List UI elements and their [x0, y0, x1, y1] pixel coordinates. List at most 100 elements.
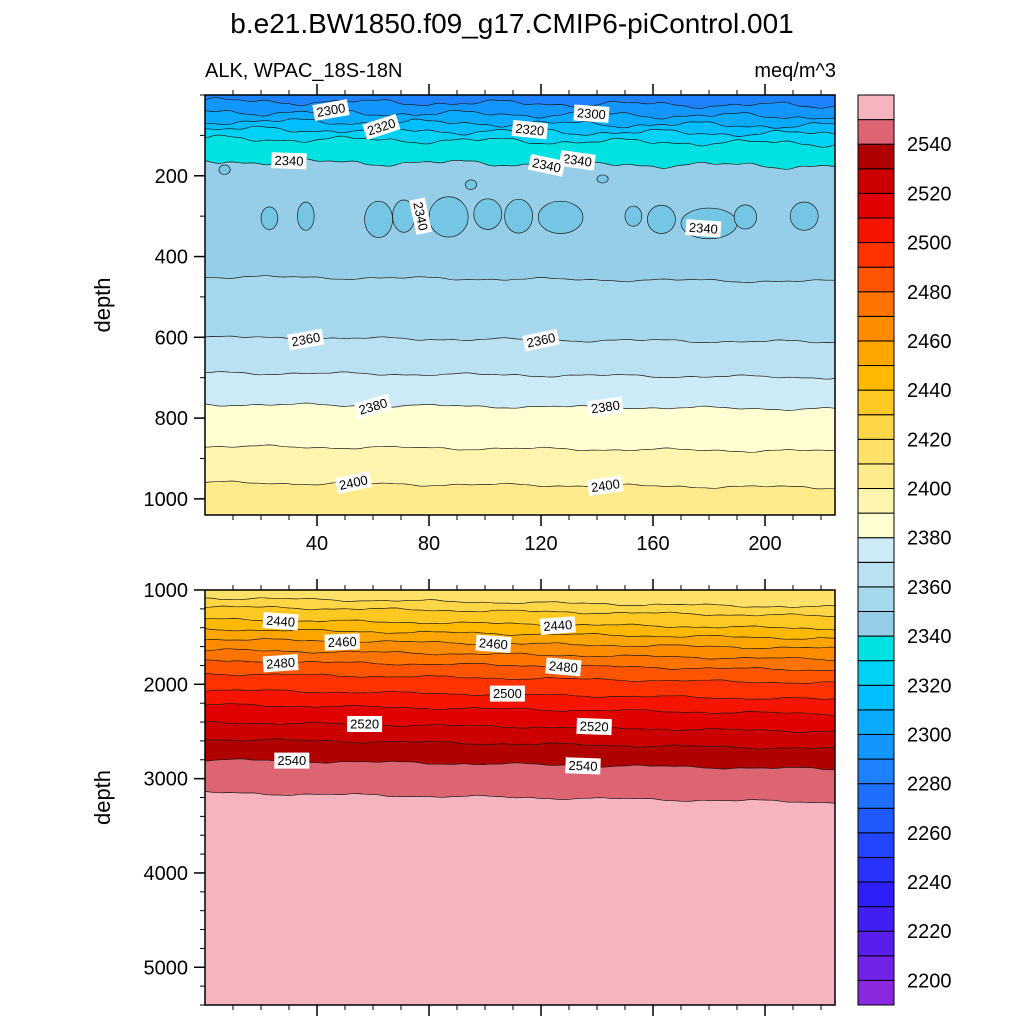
plot-title: b.e21.BW1850.f09_g17.CMIP6-piControl.001 — [230, 8, 794, 39]
colorbar-box — [857, 365, 895, 391]
contour-line — [205, 605, 835, 617]
colorbar-box — [857, 512, 895, 539]
colorbar-box — [857, 143, 895, 170]
contour-label: 2460 — [324, 633, 360, 651]
colorbar-box — [857, 192, 895, 219]
contour-label: 2480 — [262, 653, 299, 673]
colorbar-box — [857, 340, 895, 367]
closed-contour-blob — [428, 196, 469, 238]
contour-line — [205, 659, 835, 672]
colorbar-box — [857, 315, 895, 342]
svg-text:2340: 2340 — [274, 153, 303, 169]
closed-contour-blob — [733, 204, 757, 230]
x-tick-label: 120 — [524, 533, 557, 555]
colorbar-box — [857, 733, 895, 760]
colorbar-box — [857, 979, 895, 1006]
contour-label: 2460 — [475, 634, 512, 654]
colorbar-box — [857, 537, 895, 563]
colorbar-box — [857, 94, 895, 121]
contour-line — [205, 109, 835, 120]
colorbar-box — [857, 119, 895, 145]
contour-label: 2340 — [558, 149, 596, 171]
svg-text:2480: 2480 — [548, 658, 578, 675]
contour-label: 2400 — [586, 475, 624, 496]
x-tick-label: 160 — [636, 533, 669, 555]
colorbar: 2540 2520 2500 2480 2460 2440 2420 2400 2380 2360… — [857, 94, 952, 1006]
contour-line — [205, 720, 835, 733]
contour-line — [205, 597, 835, 608]
colorbar-box — [857, 783, 895, 809]
colorbar-box — [857, 930, 895, 957]
panel-border — [204, 94, 836, 516]
contour-label: 2360 — [287, 328, 325, 351]
contour-line — [205, 758, 835, 771]
svg-text:2460: 2460 — [327, 634, 356, 650]
colorbar-tick-label: 2320 — [907, 675, 952, 697]
colorbar-box — [857, 414, 895, 440]
contour-band — [205, 791, 835, 1005]
closed-contour-blob — [218, 164, 231, 175]
colorbar-box — [857, 586, 895, 612]
contour-label: 2540 — [274, 752, 310, 769]
svg-text:2340: 2340 — [562, 151, 593, 170]
svg-text:2520: 2520 — [579, 718, 608, 734]
contour-label: 2540 — [565, 757, 601, 775]
colorbar-box — [857, 488, 895, 514]
contour-line — [205, 134, 835, 148]
contour-line — [205, 648, 835, 661]
colorbar-tick-label: 2220 — [907, 921, 952, 943]
contour-label: 2320 — [362, 113, 401, 140]
colorbar-tick-label: 2300 — [907, 724, 952, 746]
closed-contour-blob — [260, 206, 279, 230]
colorbar-box — [857, 242, 895, 268]
svg-text:2440: 2440 — [266, 613, 296, 630]
contour-line — [205, 638, 835, 650]
svg-text:2540: 2540 — [568, 758, 597, 774]
svg-text:2300: 2300 — [315, 100, 346, 120]
closed-contour-blob — [596, 174, 609, 184]
colorbar-box — [857, 881, 895, 908]
y-tick-label: 1000 — [144, 489, 189, 511]
colorbar-tick-label: 2540 — [907, 134, 952, 156]
contour-line — [205, 628, 835, 640]
colorbar-box — [857, 389, 895, 416]
contour-line — [205, 371, 835, 380]
x-tick-label: 80 — [418, 533, 440, 555]
contour-label: 2300 — [312, 99, 350, 122]
contour-line — [205, 672, 835, 684]
y-tick-label: 2000 — [144, 674, 189, 696]
svg-text:2460: 2460 — [478, 635, 508, 652]
colorbar-tick-label: 2260 — [907, 823, 952, 845]
svg-text:2520: 2520 — [350, 717, 379, 732]
lower-contour-field — [205, 590, 835, 1005]
contour-band — [205, 481, 835, 515]
colorbar-tick-label: 2340 — [907, 626, 952, 648]
contour-label: 2340 — [409, 197, 433, 235]
contour-label: 2340 — [685, 219, 722, 238]
colorbar-tick-label: 2420 — [907, 429, 952, 451]
colorbar-box — [857, 217, 895, 244]
svg-text:2320: 2320 — [515, 121, 545, 139]
closed-contour-blob — [537, 200, 584, 234]
contour-label: 2520 — [347, 716, 383, 732]
y-tick-label: 400 — [155, 247, 188, 269]
x-tick-label: 200 — [748, 533, 781, 555]
colorbar-tick-label: 2200 — [907, 970, 952, 992]
x-tick-label: 40 — [306, 533, 328, 555]
plot-subtitle-left: ALK, WPAC_18S-18N — [205, 60, 403, 82]
contour-line — [205, 618, 835, 631]
lower-panel: 2440 2440 2460 2460 2480 2480 2500 2520 2520 2540… — [90, 579, 836, 1016]
contour-label: 2380 — [353, 393, 393, 419]
upper-contour-field — [205, 95, 835, 515]
colorbar-tick-label: 2400 — [907, 479, 952, 501]
y-tick-label: 5000 — [144, 957, 189, 979]
colorbar-tick-label: 2360 — [907, 577, 952, 599]
svg-text:2500: 2500 — [493, 686, 522, 701]
contour-line — [205, 444, 835, 453]
colorbar-box — [857, 266, 895, 293]
contour-line — [205, 791, 835, 804]
colorbar-tick-label: 2500 — [907, 233, 952, 255]
